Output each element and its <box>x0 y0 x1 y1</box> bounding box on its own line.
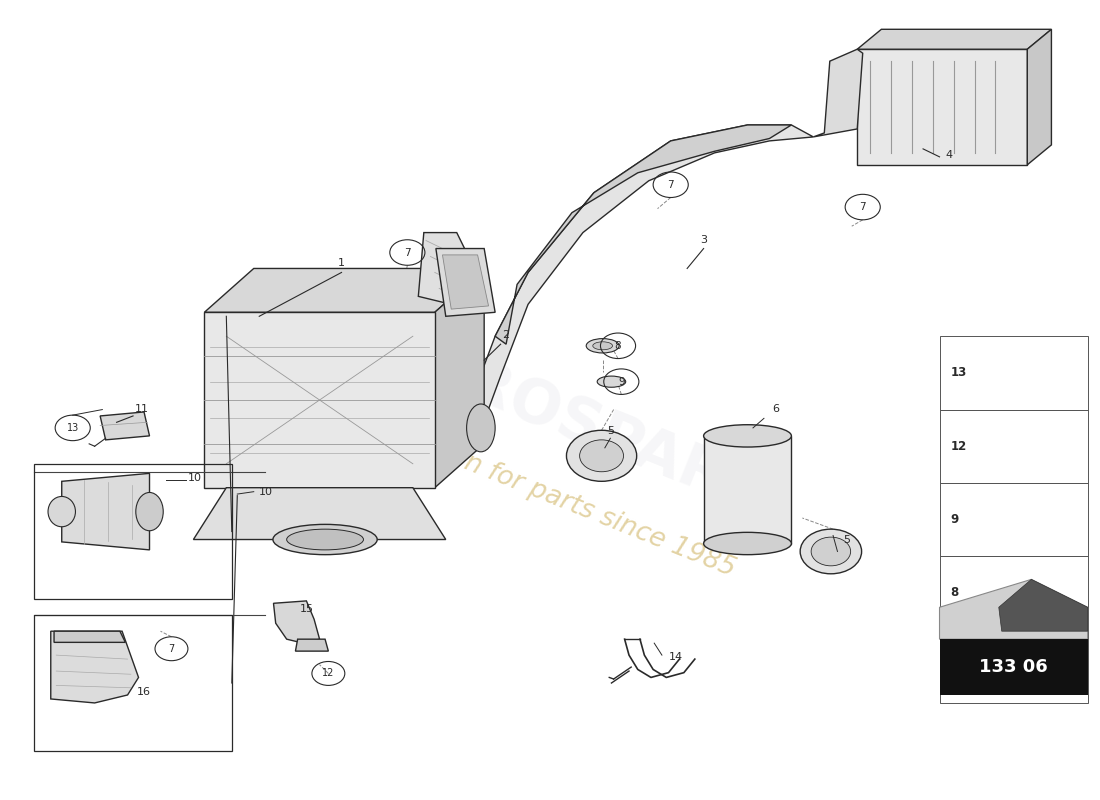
Bar <box>34 615 232 750</box>
Polygon shape <box>1027 30 1052 165</box>
Text: 8: 8 <box>615 341 622 350</box>
Text: 12: 12 <box>322 669 334 678</box>
Polygon shape <box>813 50 862 137</box>
Polygon shape <box>434 269 484 488</box>
Text: 9: 9 <box>950 513 959 526</box>
Polygon shape <box>442 255 488 309</box>
Polygon shape <box>857 50 1027 165</box>
Text: 133 06: 133 06 <box>979 658 1048 676</box>
Ellipse shape <box>466 404 495 452</box>
Text: 14: 14 <box>669 652 683 662</box>
Text: 4: 4 <box>945 150 953 160</box>
Ellipse shape <box>135 493 163 530</box>
Text: 2: 2 <box>503 330 509 340</box>
Text: 13: 13 <box>67 423 79 433</box>
Polygon shape <box>418 233 484 304</box>
Polygon shape <box>999 579 1088 631</box>
Text: 7: 7 <box>859 202 866 212</box>
Text: 13: 13 <box>950 366 967 379</box>
Polygon shape <box>274 601 320 643</box>
Ellipse shape <box>273 524 377 554</box>
Text: 6: 6 <box>772 404 780 414</box>
Text: 7: 7 <box>950 660 958 673</box>
Text: 1: 1 <box>338 258 345 269</box>
Polygon shape <box>495 125 791 344</box>
Text: 10: 10 <box>188 473 202 483</box>
Polygon shape <box>205 269 484 312</box>
Text: EUROSPARE: EUROSPARE <box>371 320 773 528</box>
Bar <box>939 630 1088 703</box>
Bar <box>939 639 1088 695</box>
Text: 12: 12 <box>950 440 967 453</box>
Polygon shape <box>704 436 791 543</box>
Text: a passion for parts since 1985: a passion for parts since 1985 <box>361 409 739 582</box>
Bar <box>939 410 1088 483</box>
Circle shape <box>566 430 637 482</box>
Ellipse shape <box>48 497 76 526</box>
Polygon shape <box>296 639 329 651</box>
Text: 10: 10 <box>260 486 273 497</box>
Text: 7: 7 <box>668 180 674 190</box>
Bar <box>939 336 1088 410</box>
Polygon shape <box>100 412 150 440</box>
Text: 16: 16 <box>138 686 151 697</box>
Text: 5: 5 <box>843 535 849 545</box>
Ellipse shape <box>597 376 626 387</box>
Polygon shape <box>205 312 434 488</box>
Ellipse shape <box>704 425 791 447</box>
Polygon shape <box>939 579 1088 639</box>
Bar <box>939 556 1088 630</box>
Text: 7: 7 <box>404 247 410 258</box>
Polygon shape <box>436 249 495 316</box>
Polygon shape <box>54 631 125 642</box>
Polygon shape <box>194 488 446 539</box>
Text: 5: 5 <box>607 426 614 436</box>
Circle shape <box>580 440 624 472</box>
Polygon shape <box>462 125 813 436</box>
Ellipse shape <box>586 338 619 353</box>
Text: 8: 8 <box>950 586 959 599</box>
Text: 3: 3 <box>700 234 707 245</box>
Polygon shape <box>51 631 139 703</box>
Ellipse shape <box>704 532 791 554</box>
Ellipse shape <box>593 342 613 350</box>
Text: 11: 11 <box>135 403 150 414</box>
Bar <box>939 483 1088 556</box>
Circle shape <box>800 529 861 574</box>
Text: 9: 9 <box>618 377 625 386</box>
Text: 7: 7 <box>168 644 175 654</box>
Polygon shape <box>62 474 150 550</box>
Polygon shape <box>857 30 1052 50</box>
Circle shape <box>811 537 850 566</box>
Bar <box>34 464 232 599</box>
Text: 15: 15 <box>299 604 314 614</box>
Ellipse shape <box>287 529 363 550</box>
